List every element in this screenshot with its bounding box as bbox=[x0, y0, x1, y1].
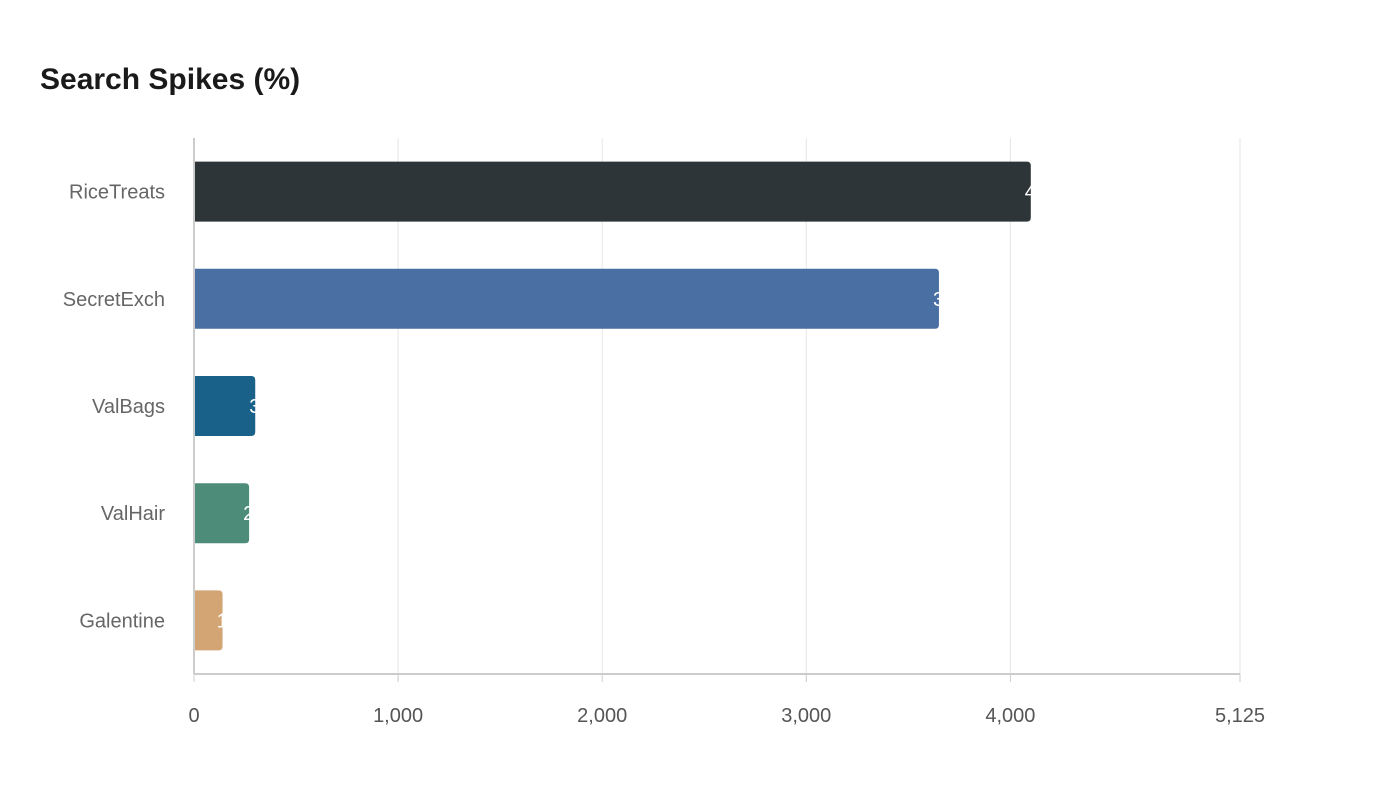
x-tick-label: 5,125 bbox=[1215, 705, 1265, 727]
bars bbox=[194, 161, 1031, 651]
grid-lines bbox=[397, 138, 1241, 674]
bar-value-label: 3 bbox=[933, 289, 944, 311]
x-tick-label: 4,000 bbox=[985, 705, 1035, 727]
bar-value-label: 4 bbox=[1025, 182, 1036, 204]
x-tick-label: 1,000 bbox=[373, 705, 423, 727]
axes bbox=[193, 138, 1241, 682]
bar bbox=[194, 268, 939, 329]
x-tick-label: 3,000 bbox=[781, 705, 831, 727]
chart-title: Search Spikes (%) bbox=[40, 63, 301, 96]
category-label: ValHair bbox=[101, 503, 165, 525]
bar bbox=[194, 376, 256, 436]
bar bbox=[194, 483, 250, 544]
labels: 0 1,000 2,000 3,000 4,000 5,125 RiceTreats 4 Sec… bbox=[63, 182, 1265, 727]
category-label: RiceTreats bbox=[69, 182, 165, 204]
x-tick-label: 2,000 bbox=[577, 705, 627, 727]
category-label: ValBags bbox=[92, 396, 165, 418]
category-label: SecretExch bbox=[63, 289, 165, 311]
bar bbox=[194, 590, 223, 651]
bar-value-label: 1 bbox=[217, 610, 228, 632]
bar-value-label: 2 bbox=[243, 503, 254, 525]
bar bbox=[194, 161, 1031, 222]
category-label: Galentine bbox=[79, 610, 165, 632]
x-tick-label: 0 bbox=[188, 705, 199, 727]
bar-value-label: 3 bbox=[249, 396, 260, 418]
